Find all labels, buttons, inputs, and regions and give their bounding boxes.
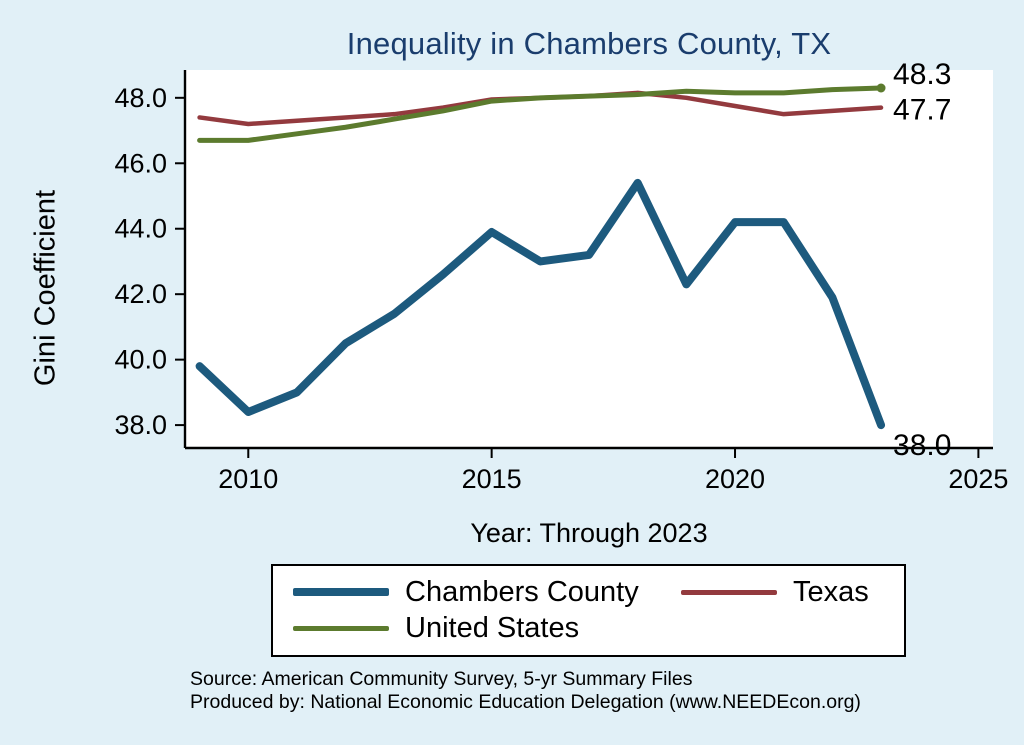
series-line-united-states xyxy=(197,85,884,143)
legend-swatch-united-states xyxy=(293,626,389,632)
end-value-label-chambers-county: 38.0 xyxy=(893,429,951,462)
x-tick-label: 2025 xyxy=(948,464,1008,494)
legend-swatch-texas xyxy=(681,590,777,595)
series-line-chambers-county xyxy=(195,178,886,430)
y-tick-label: 48.0 xyxy=(114,83,167,113)
end-value-label-united-states: 48.3 xyxy=(893,58,951,91)
x-tick-label: 2010 xyxy=(218,464,278,494)
y-axis-label: Gini Coefficient xyxy=(29,189,62,387)
legend-row-1: Chambers County Texas xyxy=(293,576,904,609)
x-axis-label: Year: Through 2023 xyxy=(470,518,708,548)
legend-item-united-states: United States xyxy=(293,612,681,645)
legend-label-united-states: United States xyxy=(405,612,580,645)
legend-label-texas: Texas xyxy=(793,575,869,608)
legend-swatch-chambers-county xyxy=(293,588,389,597)
chart-title: Inequality in Chambers County, TX xyxy=(346,26,832,61)
y-tick-label: 42.0 xyxy=(114,279,167,309)
producer-line: Produced by: National Economic Education… xyxy=(190,691,861,713)
source-line: Source: American Community Survey, 5-yr … xyxy=(190,668,693,690)
x-tick-label: 2020 xyxy=(705,464,765,494)
end-marker-united-states xyxy=(876,83,886,93)
source-note: Source: American Community Survey, 5-yr … xyxy=(190,668,861,714)
y-tick-label: 44.0 xyxy=(114,214,167,244)
legend-item-chambers-county: Chambers County xyxy=(293,576,681,609)
end-value-label-texas: 47.7 xyxy=(893,94,951,127)
legend-label-chambers-county: Chambers County xyxy=(405,575,639,608)
legend-item-texas: Texas xyxy=(681,576,869,609)
y-tick-label: 46.0 xyxy=(114,148,167,178)
legend: Chambers County Texas United States xyxy=(271,564,906,657)
legend-row-2: United States xyxy=(293,612,904,645)
y-tick-label: 40.0 xyxy=(114,345,167,375)
y-tick-label: 38.0 xyxy=(114,410,167,440)
x-tick-label: 2015 xyxy=(462,464,522,494)
